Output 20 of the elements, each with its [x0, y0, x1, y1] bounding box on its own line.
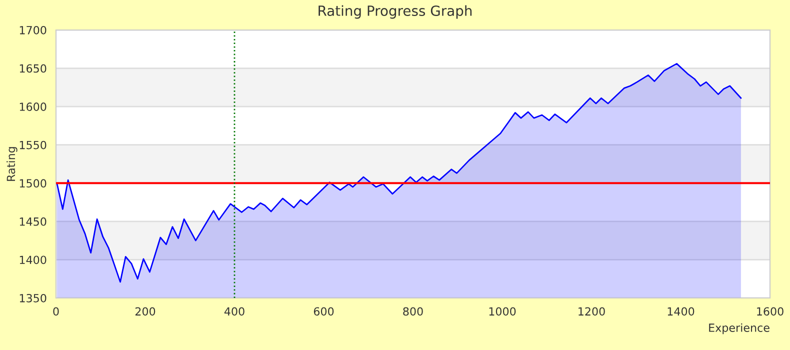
- y-axis-title: Rating: [6, 147, 18, 181]
- x-tick-label: 800: [403, 307, 423, 316]
- chart-title: Rating Progress Graph: [318, 5, 472, 19]
- y-tick-label: 1500: [20, 179, 46, 188]
- x-tick-label: 200: [135, 307, 156, 316]
- x-tick-label: 400: [224, 307, 244, 316]
- y-tick-label: 1700: [20, 26, 46, 34]
- y-tick-label: 1450: [20, 217, 46, 226]
- x-tick-label: 600: [314, 307, 334, 316]
- x-tick-label: 1400: [668, 307, 694, 316]
- y-tick-label: 1550: [20, 140, 46, 150]
- y-tick-label: 1600: [20, 102, 46, 111]
- y-tick-label: 1400: [20, 256, 46, 264]
- y-tick-label: 1650: [20, 64, 46, 73]
- x-tick-label: 1600: [757, 307, 784, 316]
- x-axis-title: Experience: [709, 323, 770, 334]
- y-tick-label: 1350: [20, 294, 46, 302]
- x-tick-label: 1000: [489, 307, 516, 316]
- x-tick-label: 0: [53, 307, 59, 316]
- x-tick-label: 1200: [578, 307, 605, 316]
